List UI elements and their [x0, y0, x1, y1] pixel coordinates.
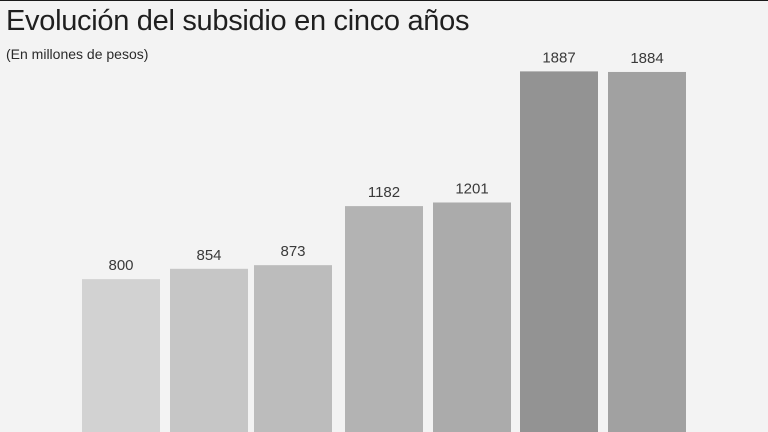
bar-1 — [170, 268, 248, 432]
bar-value-label-6: 1884 — [630, 50, 663, 67]
bar-value-label-2: 873 — [280, 243, 305, 260]
bar-5 — [520, 71, 598, 432]
bar-value-label-1: 854 — [196, 247, 221, 264]
bar-value-label-3: 1182 — [368, 184, 400, 201]
bar-value-label-5: 1887 — [542, 49, 575, 66]
bar-3 — [345, 206, 423, 432]
bar-0 — [82, 279, 160, 432]
bar-value-label-0: 800 — [108, 257, 133, 274]
bar-2 — [254, 265, 332, 432]
bar-4 — [433, 202, 511, 432]
bar-value-label-4: 1201 — [455, 180, 488, 197]
chart-title: Evolución del subsidio en cinco años — [6, 5, 470, 37]
chart-subtitle: (En millones de pesos) — [6, 46, 149, 62]
top-rule — [0, 0, 768, 1]
bar-6 — [608, 71, 686, 432]
